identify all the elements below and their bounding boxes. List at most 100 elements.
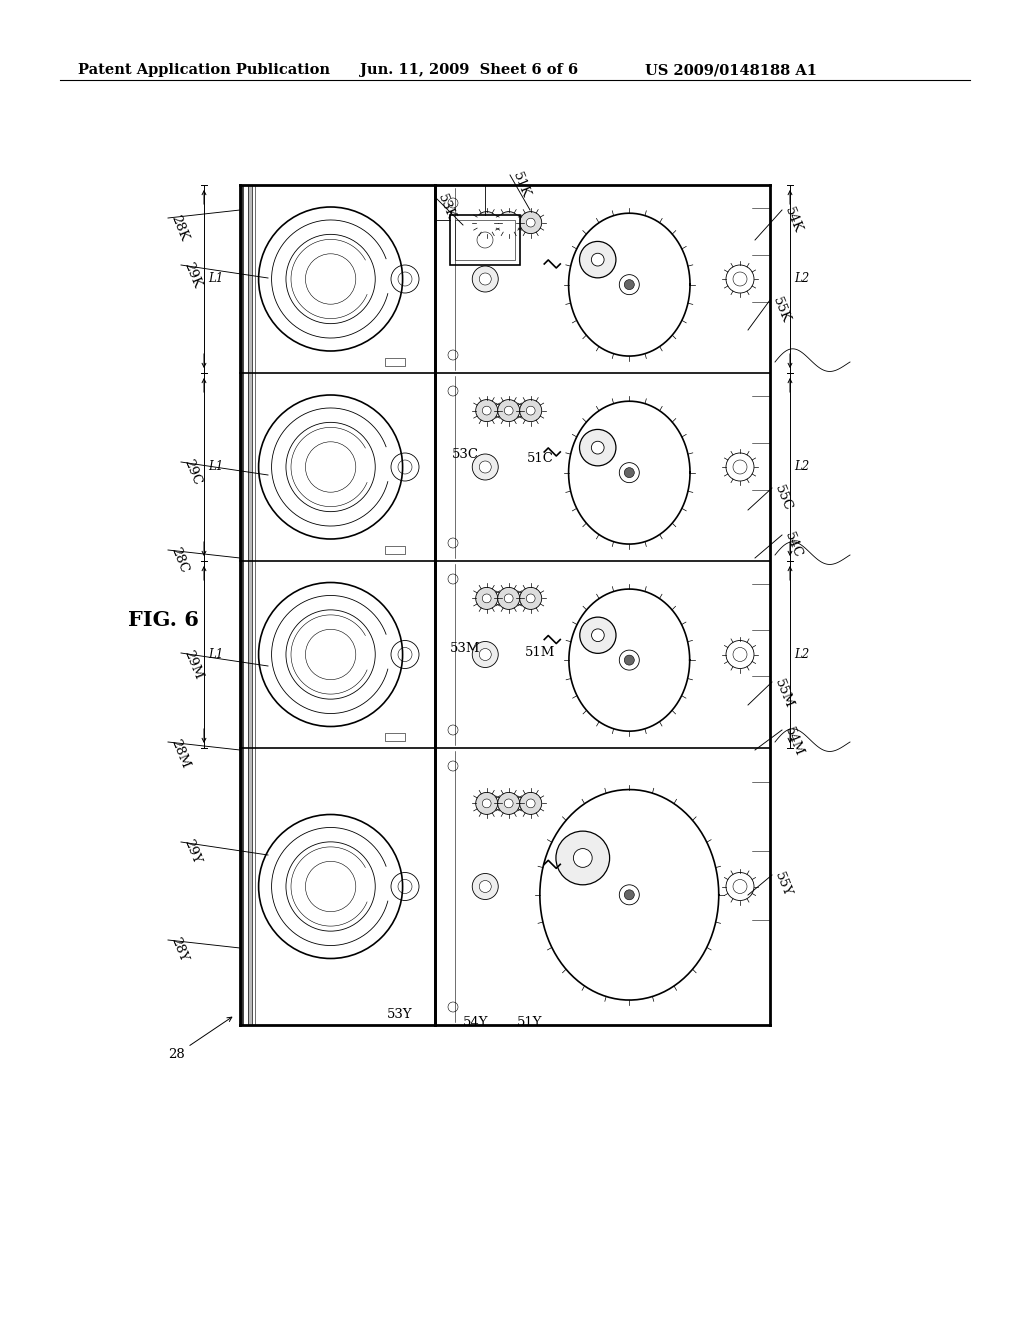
Text: 29K: 29K: [181, 260, 203, 290]
Text: 28C: 28C: [168, 545, 190, 576]
Circle shape: [498, 211, 520, 234]
Circle shape: [520, 792, 542, 814]
Bar: [248, 185, 252, 1026]
Circle shape: [620, 275, 639, 294]
Circle shape: [726, 265, 754, 293]
Circle shape: [520, 400, 542, 421]
Circle shape: [504, 594, 513, 603]
Text: L1: L1: [208, 461, 223, 474]
Circle shape: [479, 648, 492, 660]
Circle shape: [592, 628, 604, 642]
Circle shape: [504, 407, 513, 414]
Text: 55M: 55M: [772, 677, 796, 710]
Text: 28Y: 28Y: [168, 935, 189, 964]
Text: 53C: 53C: [452, 449, 478, 462]
Text: US 2009/0148188 A1: US 2009/0148188 A1: [645, 63, 817, 77]
Text: 51K: 51K: [510, 170, 532, 199]
Bar: [243, 185, 248, 1026]
Text: 55C: 55C: [772, 483, 795, 513]
Text: 28: 28: [168, 1018, 231, 1061]
Circle shape: [733, 272, 746, 286]
Text: L2: L2: [794, 272, 809, 285]
Circle shape: [482, 594, 492, 603]
Text: 54K: 54K: [782, 205, 804, 235]
Circle shape: [472, 874, 499, 899]
Circle shape: [504, 218, 513, 227]
Circle shape: [556, 832, 609, 884]
Text: 51Y: 51Y: [517, 1015, 543, 1028]
Circle shape: [520, 211, 542, 234]
Circle shape: [580, 242, 616, 277]
Circle shape: [476, 400, 498, 421]
Circle shape: [479, 880, 492, 892]
Circle shape: [526, 218, 536, 227]
Circle shape: [580, 429, 616, 466]
Text: 54Y: 54Y: [463, 1015, 488, 1028]
Circle shape: [482, 799, 492, 808]
Circle shape: [620, 651, 639, 671]
Bar: [385, 733, 406, 741]
Circle shape: [472, 454, 499, 480]
Circle shape: [504, 799, 513, 808]
Text: 51C: 51C: [526, 451, 553, 465]
Circle shape: [726, 873, 754, 900]
Circle shape: [620, 884, 639, 904]
Circle shape: [498, 587, 520, 610]
Circle shape: [733, 459, 746, 474]
Text: 29C: 29C: [181, 457, 203, 487]
Bar: [450, 215, 520, 265]
Circle shape: [580, 618, 616, 653]
Circle shape: [472, 267, 499, 292]
Circle shape: [625, 890, 634, 900]
Circle shape: [476, 792, 498, 814]
Text: 51M: 51M: [525, 645, 555, 659]
Circle shape: [733, 648, 746, 661]
Circle shape: [472, 642, 499, 668]
Circle shape: [591, 441, 604, 454]
Text: Patent Application Publication: Patent Application Publication: [78, 63, 330, 77]
Bar: [385, 546, 406, 554]
Circle shape: [591, 253, 604, 267]
Text: 29Y: 29Y: [181, 837, 203, 866]
Circle shape: [526, 407, 536, 414]
Circle shape: [476, 211, 498, 234]
Circle shape: [625, 280, 634, 289]
Circle shape: [482, 218, 492, 227]
Text: 29M: 29M: [181, 648, 205, 681]
Text: L1: L1: [208, 648, 223, 661]
Circle shape: [573, 849, 592, 867]
Circle shape: [482, 407, 492, 414]
Circle shape: [479, 273, 492, 285]
Text: 55K: 55K: [770, 296, 793, 325]
Circle shape: [476, 587, 498, 610]
Circle shape: [726, 453, 754, 480]
Bar: [385, 358, 406, 366]
Circle shape: [526, 799, 536, 808]
Circle shape: [625, 655, 634, 665]
Circle shape: [726, 640, 754, 668]
Text: L2: L2: [794, 461, 809, 474]
Text: 28M: 28M: [168, 737, 191, 770]
Text: 54C: 54C: [782, 531, 804, 560]
Circle shape: [733, 879, 746, 894]
Circle shape: [479, 461, 492, 473]
Text: 53K: 53K: [435, 193, 457, 222]
Circle shape: [526, 594, 536, 603]
Bar: [455, 220, 515, 260]
Bar: [252, 185, 255, 1026]
Circle shape: [620, 462, 639, 483]
Text: 54M: 54M: [782, 725, 806, 758]
Text: L1: L1: [208, 272, 223, 285]
Text: Jun. 11, 2009  Sheet 6 of 6: Jun. 11, 2009 Sheet 6 of 6: [360, 63, 579, 77]
Text: 53M: 53M: [450, 642, 480, 655]
Circle shape: [498, 400, 520, 421]
Text: FIG. 6: FIG. 6: [128, 610, 199, 630]
Circle shape: [520, 587, 542, 610]
Text: 55Y: 55Y: [772, 870, 794, 899]
Text: L2: L2: [794, 648, 809, 661]
Circle shape: [498, 792, 520, 814]
Circle shape: [625, 467, 634, 478]
Bar: [240, 185, 243, 1026]
Text: 28K: 28K: [168, 213, 190, 243]
Text: 53Y: 53Y: [387, 1008, 413, 1022]
